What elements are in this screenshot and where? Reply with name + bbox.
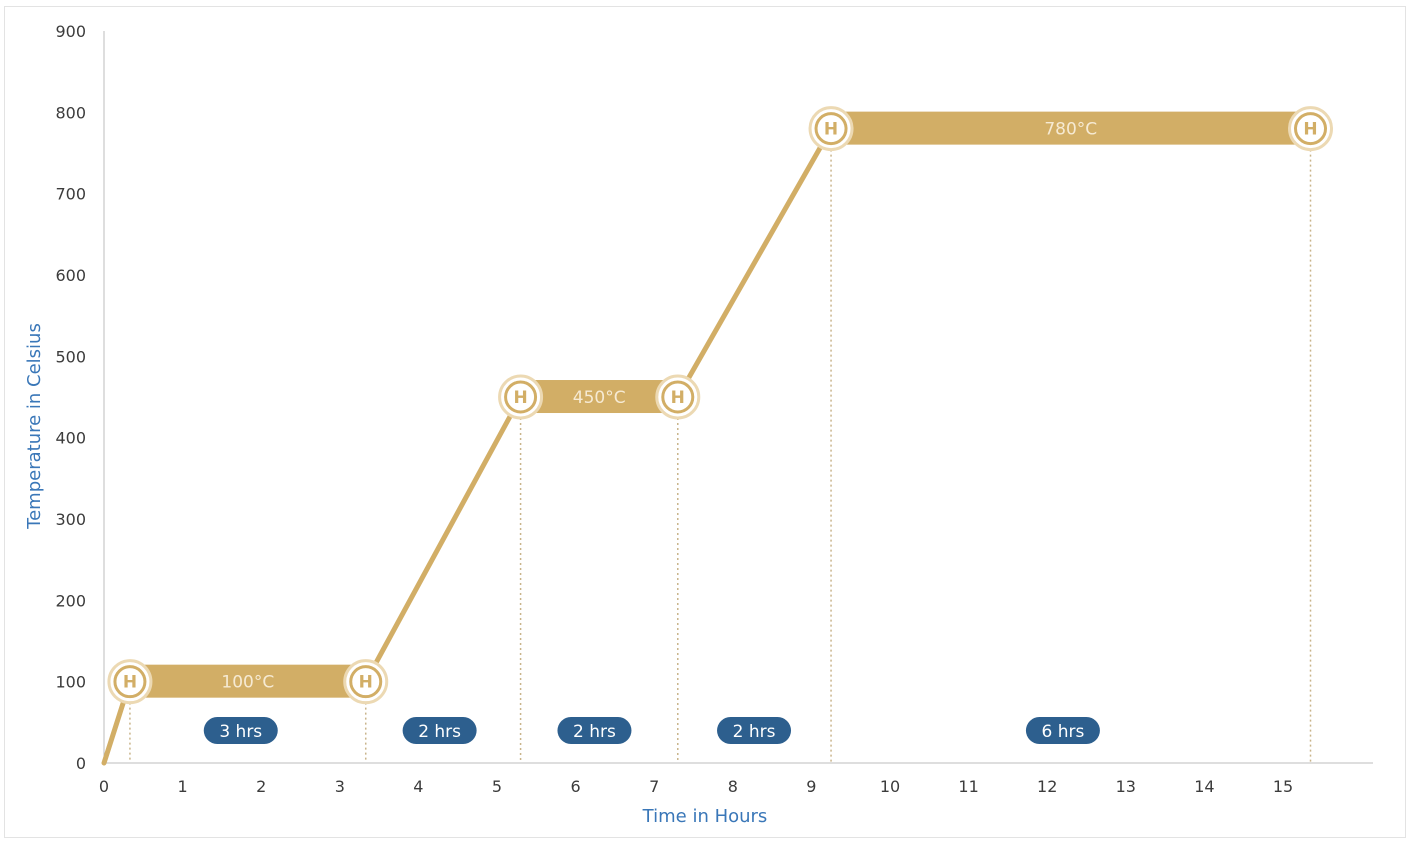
x-tick-labels: 0 1 2 3 4 5 6 7 8 9 10 11 12 13 14 15 xyxy=(99,777,1293,796)
y-axis-label: Temperature in Celsius xyxy=(24,323,45,530)
x-tick-label: 14 xyxy=(1194,777,1214,796)
x-tick-label: 5 xyxy=(492,777,502,796)
duration-label: 2 hrs xyxy=(573,722,616,742)
y-tick-label: 400 xyxy=(55,429,86,448)
duration-pill-bg xyxy=(203,717,278,744)
y-tick-label: 900 xyxy=(55,22,86,41)
plateau-band xyxy=(831,111,1311,145)
y-tick-label: 600 xyxy=(55,266,86,285)
hold-marker-icon: H xyxy=(655,374,701,420)
duration-label: 2 hrs xyxy=(733,722,776,742)
x-tick-label: 3 xyxy=(335,777,345,796)
y-tick-labels: 0 100 200 300 400 500 600 700 800 900 xyxy=(55,22,86,773)
temperature-profile xyxy=(101,111,1317,766)
hold-marker-circle xyxy=(1294,112,1328,146)
duration-label: 6 hrs xyxy=(1041,722,1084,742)
plateau-label: 780°C xyxy=(1044,120,1097,140)
x-tick-label: 1 xyxy=(178,777,188,796)
plateau-label: 100°C xyxy=(221,673,274,693)
hold-marker-circle xyxy=(349,665,383,699)
x-tick-label: 4 xyxy=(413,777,423,796)
y-tick-label: 300 xyxy=(55,510,86,529)
x-tick-label: 0 xyxy=(99,777,109,796)
hold-marker-circle xyxy=(504,380,538,414)
x-tick-label: 11 xyxy=(958,777,978,796)
ramp-segment xyxy=(675,126,834,400)
x-tick-label: 8 xyxy=(728,777,738,796)
duration-pill-bg xyxy=(1025,717,1100,744)
y-tick-label: 0 xyxy=(76,754,86,773)
hold-marker-circle xyxy=(814,112,848,146)
x-tick-label: 6 xyxy=(571,777,581,796)
chart-frame xyxy=(4,6,1406,838)
hold-marker-letter: H xyxy=(513,388,527,408)
x-tick-label: 12 xyxy=(1037,777,1057,796)
duration-pill-bg xyxy=(717,717,792,744)
hold-marker-icon: H xyxy=(343,659,389,705)
hold-marker-circle xyxy=(661,380,695,414)
x-axis-label: Time in Hours xyxy=(642,806,768,827)
duration-pill: 3 hrs xyxy=(203,717,278,744)
duration-pill-bg xyxy=(402,717,477,744)
duration-pill: 2 hrs xyxy=(402,717,477,744)
duration-pill: 6 hrs xyxy=(1025,717,1100,744)
x-tick-label: 2 xyxy=(256,777,266,796)
hold-marker-icon: H xyxy=(808,106,854,152)
hold-marker-icon: H xyxy=(498,374,544,420)
hold-marker-letter: H xyxy=(824,120,838,140)
plateau-labels: 100°C 450°C 780°C xyxy=(221,120,1097,693)
hold-marker-letter: H xyxy=(1303,120,1317,140)
hold-marker-icon: H xyxy=(107,659,153,705)
x-tick-label: 7 xyxy=(649,777,659,796)
plateau-band xyxy=(520,380,678,414)
hold-marker-letter: H xyxy=(359,673,373,693)
axes xyxy=(103,31,1373,764)
y-tick-label: 200 xyxy=(55,591,86,610)
duration-label: 2 hrs xyxy=(418,722,461,742)
hold-markers: H H H H H H xyxy=(107,106,1334,705)
hold-marker-circle xyxy=(113,665,147,699)
duration-pill: 2 hrs xyxy=(717,717,792,744)
hold-marker-letter: H xyxy=(123,673,137,693)
duration-pill-bg xyxy=(557,717,632,744)
hold-marker-letter: H xyxy=(671,388,685,408)
x-tick-label: 13 xyxy=(1116,777,1136,796)
ramp-segment xyxy=(363,394,524,685)
hold-marker-icon: H xyxy=(1288,106,1334,152)
y-tick-label: 500 xyxy=(55,347,86,366)
duration-label: 3 hrs xyxy=(219,722,262,742)
x-tick-label: 9 xyxy=(806,777,816,796)
y-tick-label: 100 xyxy=(55,673,86,692)
y-tick-label: 800 xyxy=(55,103,86,122)
plateau-band xyxy=(129,664,366,698)
x-tick-label: 15 xyxy=(1273,777,1293,796)
duration-pill: 2 hrs xyxy=(557,717,632,744)
plateau-label: 450°C xyxy=(573,388,626,408)
y-tick-label: 700 xyxy=(55,185,86,204)
duration-pills: 3 hrs 2 hrs 2 hrs 2 hrs 6 hrs xyxy=(203,717,1100,744)
divider-lines xyxy=(129,144,1312,763)
x-tick-label: 10 xyxy=(880,777,900,796)
